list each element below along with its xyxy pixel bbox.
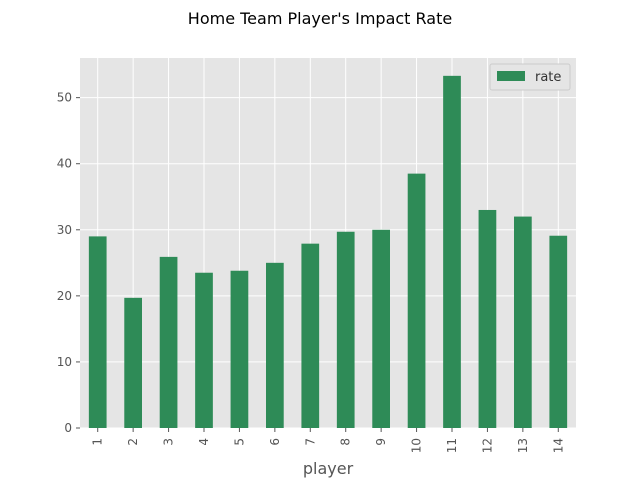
- x-tick-label: 5: [232, 438, 246, 446]
- bar-player-10: [407, 173, 426, 428]
- bar-player-13: [514, 216, 532, 428]
- plot-area: [80, 58, 576, 428]
- bar-player-11: [443, 75, 461, 428]
- legend: rate: [489, 63, 571, 91]
- x-tick-label: 13: [516, 438, 530, 453]
- y-tick-label: 0: [64, 421, 72, 435]
- y-tick-label: 50: [57, 91, 72, 105]
- y-tick-label: 10: [57, 355, 72, 369]
- bar-player-6: [266, 262, 284, 428]
- x-tick-label: 6: [268, 438, 282, 446]
- chart-title: Home Team Player's Impact Rate: [188, 9, 452, 28]
- legend-label: rate: [535, 70, 561, 85]
- bar-player-3: [159, 256, 178, 428]
- x-tick-label: 1: [91, 438, 105, 446]
- x-tick-label: 2: [126, 438, 140, 446]
- bar-player-8: [336, 231, 355, 428]
- x-axis-ticks: 1 2 3 4 5 6 7 8 9 10 11 12 13 14: [91, 428, 565, 453]
- y-axis-ticks: 0 10 20 30 40 50: [57, 91, 80, 435]
- bar-player-4: [195, 272, 213, 428]
- bar-player-9: [372, 229, 390, 428]
- bars: [88, 75, 568, 428]
- bar-player-1: [88, 236, 107, 428]
- y-tick-label: 40: [57, 157, 72, 171]
- y-tick-label: 30: [57, 223, 72, 237]
- y-tick-label: 20: [57, 289, 72, 303]
- bar-player-14: [549, 235, 568, 428]
- x-axis-label: player: [303, 459, 354, 478]
- legend-box: [489, 63, 571, 91]
- x-tick-label: 8: [339, 438, 353, 446]
- legend-swatch: [497, 71, 525, 81]
- x-tick-label: 4: [197, 438, 211, 446]
- x-tick-label: 10: [410, 438, 424, 453]
- x-tick-label: 12: [480, 438, 494, 453]
- bar-player-5: [230, 270, 249, 428]
- x-tick-label: 3: [162, 438, 176, 446]
- x-tick-label: 14: [551, 438, 565, 453]
- x-tick-label: 7: [303, 438, 317, 446]
- bar-player-2: [124, 297, 142, 428]
- bar-player-7: [301, 243, 320, 428]
- x-tick-label: 9: [374, 438, 388, 446]
- bar-player-12: [478, 209, 497, 428]
- x-tick-label: 11: [445, 438, 459, 453]
